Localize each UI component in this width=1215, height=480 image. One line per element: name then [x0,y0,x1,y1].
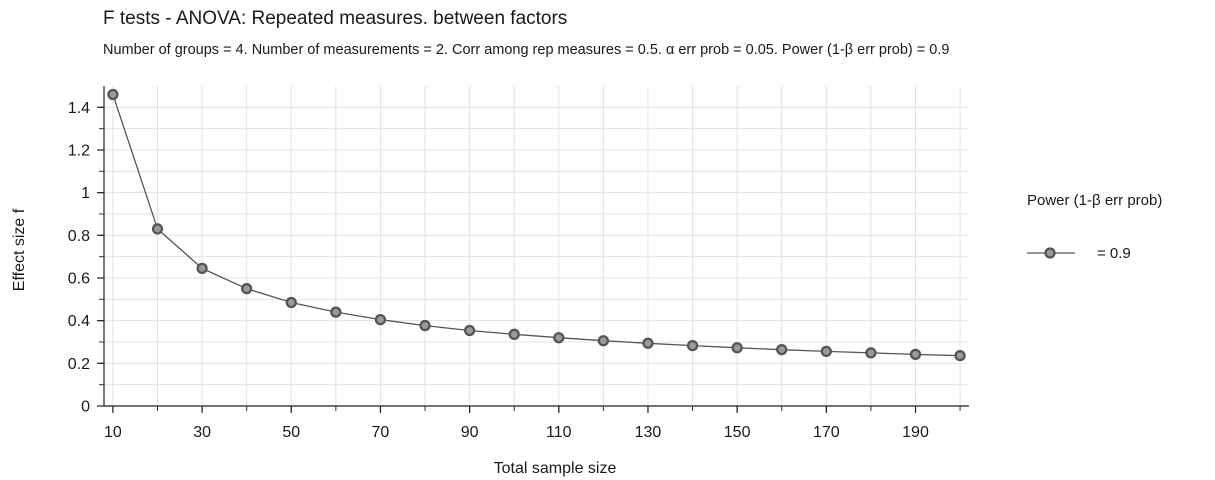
y-axis-label: Effect size f [11,208,28,291]
legend-series-label: = 0.9 [1097,245,1131,262]
data-point [686,339,699,352]
data-point [820,345,832,358]
data-point [731,342,743,354]
data-point [597,335,610,347]
legend-title: Power (1-β err prob) [1027,192,1163,209]
x-tick-label: 90 [461,424,479,441]
data-point [553,332,565,344]
y-tick-label: 0.4 [68,313,90,330]
x-axis-label: Total sample size [494,460,617,477]
x-tick-label: 50 [282,424,300,441]
x-tick-label: 130 [635,424,662,441]
data-point [151,223,164,235]
x-tick-label: 30 [193,424,211,441]
data-point [463,324,476,337]
data-point [508,328,520,340]
x-tick-label: 10 [104,424,122,441]
x-tick-label: 170 [813,424,840,441]
data-point [776,344,788,356]
legend-point [1044,247,1056,259]
x-axis-ticks: 10 30 50 70 90 110 130 150 170 190 [104,406,961,441]
y-axis-ticks: 0 0.2 0.4 0.6 0.8 1 1.2 1.4 [68,100,104,416]
grid-lines [104,86,969,406]
chart-title: F tests - ANOVA: Repeated measures. betw… [103,8,568,29]
data-point [241,283,253,295]
x-tick-label: 110 [546,424,572,441]
series-group [107,88,966,362]
legend-marker [1027,247,1075,259]
y-tick-label: 1 [81,185,90,202]
y-tick-label: 1.2 [68,143,90,160]
data-point [954,350,966,362]
data-point [909,348,922,361]
axes [103,86,969,407]
data-point [419,319,431,332]
series-line [112,94,961,357]
y-tick-label: 0.2 [68,356,90,373]
y-tick-label: 0.8 [68,228,90,245]
x-tick-label: 70 [372,424,390,441]
data-point [330,306,342,318]
data-point [865,347,877,359]
data-point [285,296,297,309]
y-tick-label: 1.4 [68,100,90,117]
data-point [642,337,654,349]
data-point [107,88,119,101]
y-tick-label: 0.6 [68,271,90,288]
data-point [196,262,208,275]
chart-subtitle: Number of groups = 4. Number of measurem… [103,42,950,58]
data-point [374,313,387,326]
y-tick-label: 0 [81,399,90,416]
x-tick-label: 150 [724,424,751,441]
x-tick-label: 190 [902,424,929,441]
